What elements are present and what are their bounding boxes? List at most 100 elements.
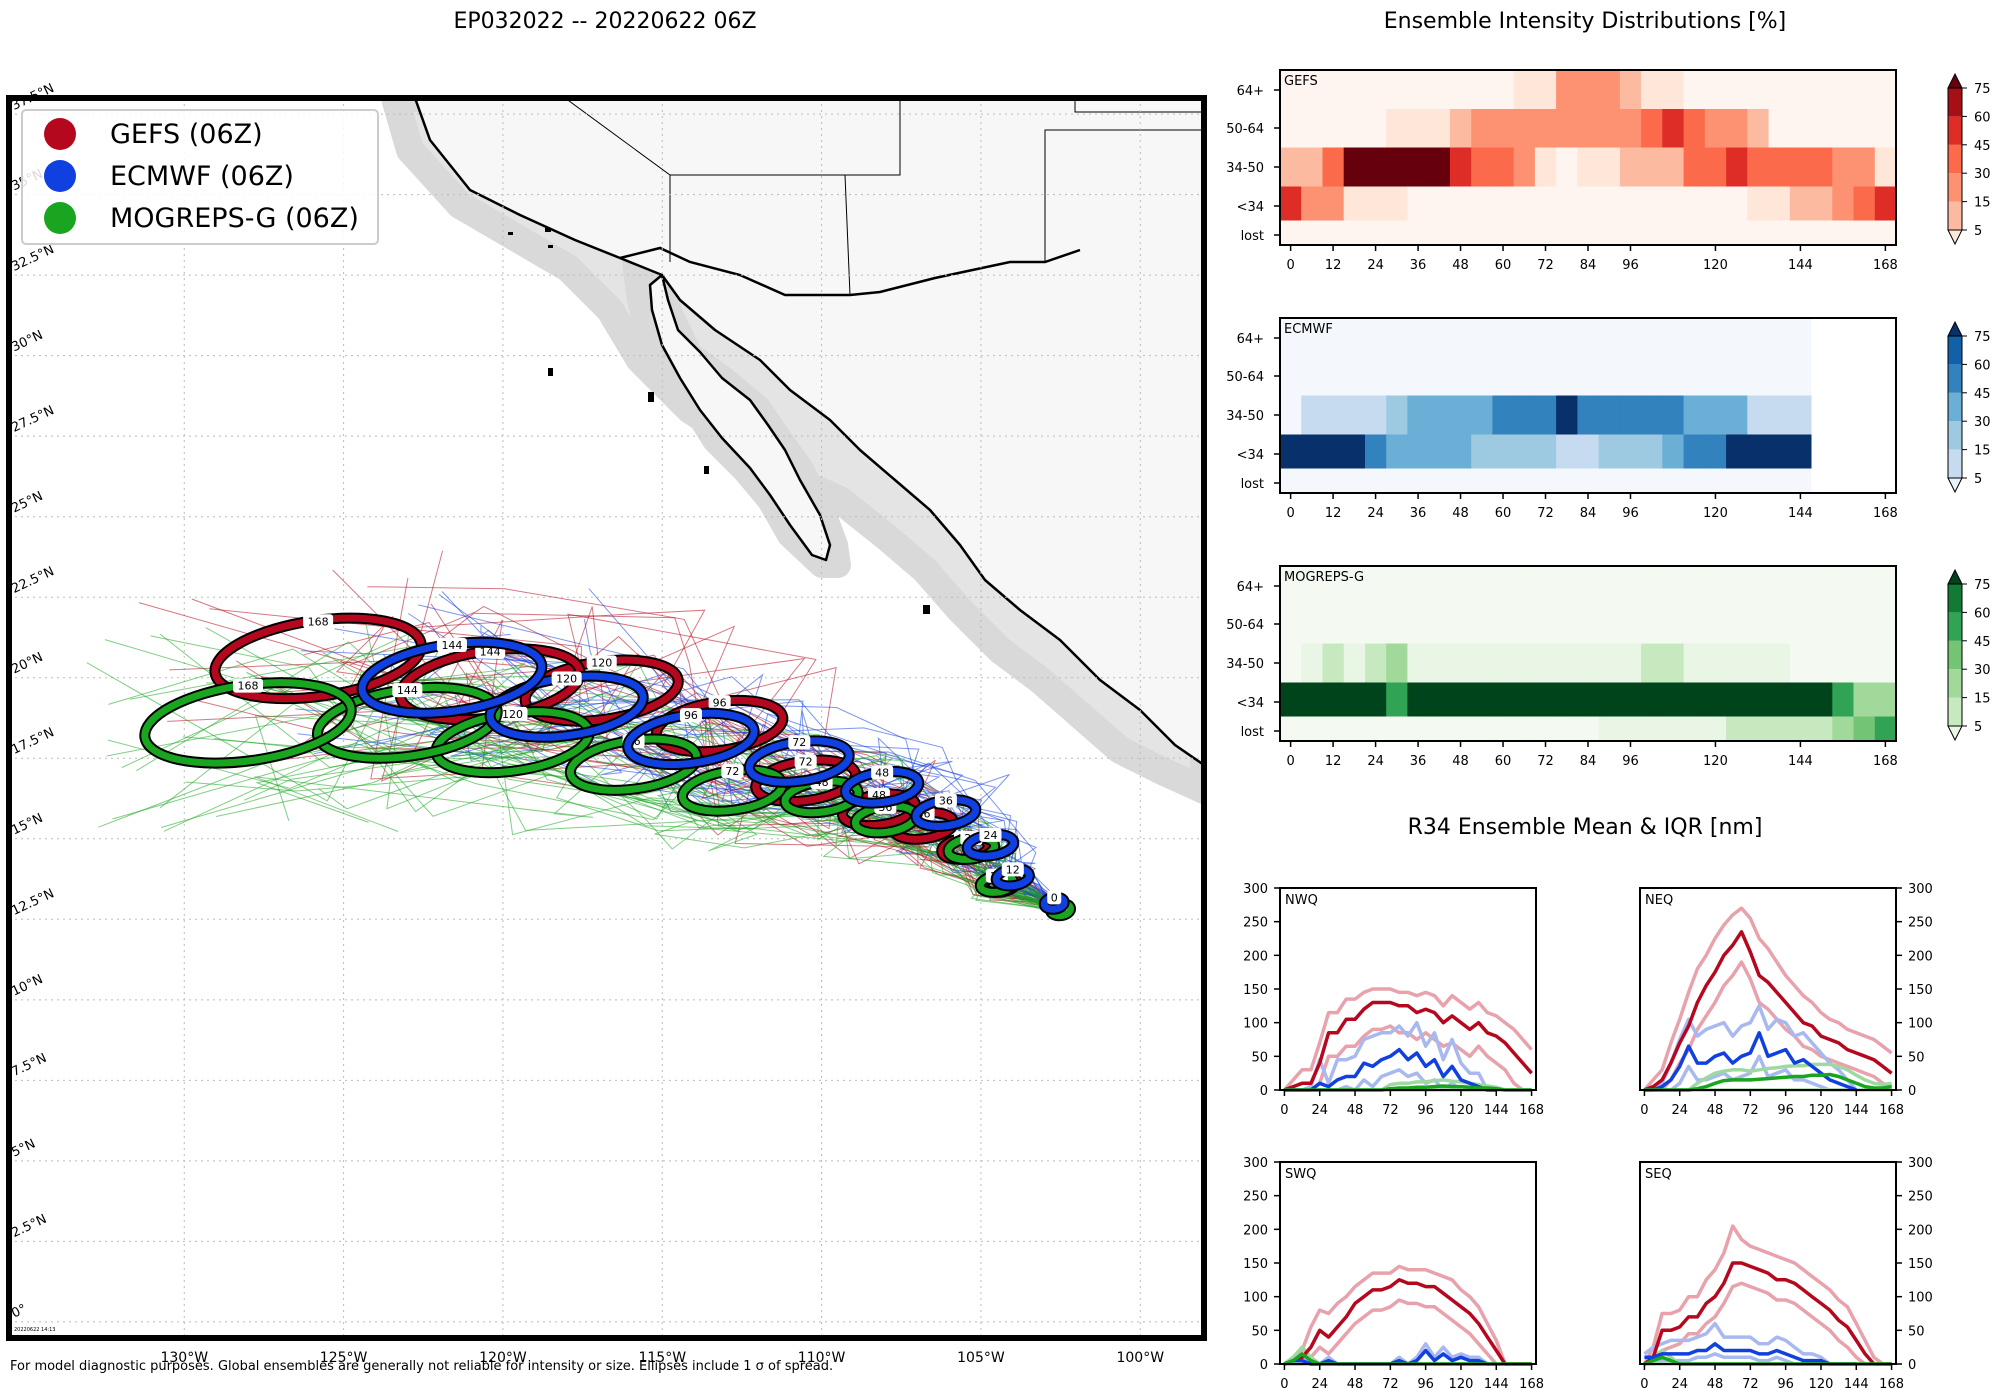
heatmap-cell	[1747, 186, 1769, 221]
heatmap-cell	[1449, 109, 1472, 148]
heatmap-cell	[1386, 147, 1408, 187]
heatmap-cell	[1322, 434, 1345, 469]
hour-label-bg	[679, 708, 702, 723]
heatmap-cell	[1556, 109, 1578, 148]
colorbar-tick-label: 30	[1974, 663, 1991, 678]
heatmap-cell	[1513, 147, 1536, 187]
ensemble-member-track	[121, 633, 1061, 914]
heatmap-x-tick-label: 96	[1622, 506, 1639, 521]
forecast-hour-label: 120	[502, 708, 523, 721]
heatmap-cell	[1598, 186, 1621, 221]
r34-y-tick-label: 300	[1908, 882, 1933, 897]
heatmap-x-tick-label: 24	[1367, 506, 1384, 521]
lon-tick-label: 105°W	[957, 1350, 1005, 1366]
heatmap-cell	[1641, 716, 1663, 741]
heatmap-cell	[1428, 109, 1451, 148]
r34-y-tick-label: 300	[1908, 1156, 1933, 1171]
r34-x-tick-label: 96	[1417, 1103, 1434, 1118]
heatmap-row-label: 34-50	[1226, 161, 1264, 176]
heatmap-cell	[1407, 434, 1430, 469]
heatmap-cell	[1322, 643, 1345, 683]
r34-panel-seq: SEQ 0 24 48 72 96 120 144 168 0 50 100 150 200 250 300	[1639, 1156, 1933, 1392]
heatmap-cell	[1874, 566, 1897, 605]
heatmap-cell	[1407, 468, 1430, 493]
heatmap-row-label: 50-64	[1226, 618, 1264, 633]
heatmap-cell	[1407, 318, 1430, 357]
r34-title: R34 Ensemble Mean & IQR [nm]	[1408, 815, 1763, 840]
heatmap-cell	[1428, 682, 1451, 717]
r34-x-tick-label: 24	[1671, 1377, 1688, 1392]
heatmap-row-label: 64+	[1237, 84, 1264, 99]
heatmap-cell	[1428, 70, 1451, 109]
colorbar-tick-label: 5	[1974, 224, 1982, 239]
r34-x-tick-label: 48	[1347, 1377, 1364, 1392]
heatmap-cell	[1704, 395, 1727, 435]
heatmap-cell	[1811, 682, 1833, 717]
heatmap-cell	[1301, 682, 1323, 717]
heatmap-cell	[1874, 682, 1897, 717]
heatmap-cell	[1662, 318, 1684, 357]
r34-y-tick-label: 300	[1243, 1156, 1268, 1171]
heatmap-cell	[1534, 70, 1557, 109]
heatmap-cell	[1832, 70, 1854, 109]
r34-y-tick-label: 150	[1243, 1257, 1268, 1272]
heatmap-cell	[1726, 147, 1748, 187]
heatmap-row-label: 50-64	[1226, 122, 1264, 137]
forecast-hour-label: 96	[713, 696, 727, 709]
heatmap-cell	[1641, 468, 1663, 493]
colorbar-tick-label: 15	[1974, 444, 1991, 459]
heatmap-cell	[1726, 318, 1748, 357]
heatmap-cell	[1768, 220, 1791, 245]
heatmap-cell	[1343, 220, 1366, 245]
heatmap-cell	[1386, 716, 1408, 741]
r34-x-tick-label: 24	[1311, 1377, 1328, 1392]
heatmap-cell	[1598, 682, 1621, 717]
heatmap-cell	[1428, 357, 1451, 396]
legend-label-gefs: GEFS (06Z)	[110, 119, 263, 150]
hour-label-bg	[721, 764, 744, 779]
heatmap-cell	[1683, 318, 1706, 357]
heatmap-cell	[1577, 70, 1600, 109]
r34-background	[1640, 1162, 1896, 1364]
heatmap-cell	[1301, 605, 1323, 644]
r34-x-tick-label: 96	[1777, 1103, 1794, 1118]
heatmap-cell	[1683, 643, 1706, 683]
heatmap-cell	[1726, 605, 1748, 644]
heatmap-cell	[1492, 605, 1515, 644]
heatmap-cell	[1534, 186, 1557, 221]
heatmap-cell	[1556, 186, 1578, 221]
heatmap-cell	[1365, 566, 1387, 605]
colorbar-tick-label: 15	[1974, 692, 1991, 707]
heatmap-cell	[1641, 605, 1663, 644]
heatmap-cell	[1789, 186, 1812, 221]
heatmap-cell	[1556, 147, 1578, 187]
heatmap-cell	[1280, 220, 1302, 245]
heatmap-cell	[1428, 220, 1451, 245]
heatmap-cell	[1280, 468, 1302, 493]
heatmap-cell	[1577, 186, 1600, 221]
r34-x-tick-label: 120	[1809, 1103, 1834, 1118]
intensity-title: Ensemble Intensity Distributions [%]	[1384, 9, 1787, 34]
island	[548, 245, 553, 248]
heatmap-cell	[1662, 147, 1684, 187]
heatmap-cell	[1365, 643, 1387, 683]
r34-iqr-gefs	[1643, 906, 1893, 1092]
heatmap-cell	[1577, 395, 1600, 435]
heatmap-cell	[1768, 605, 1791, 644]
heatmap-cell	[1322, 395, 1345, 435]
colorbar-frame	[1947, 87, 1963, 231]
heatmap-cell	[1577, 605, 1600, 644]
heatmap-x-tick-label: 48	[1452, 754, 1469, 769]
heatmap-cell	[1513, 357, 1536, 396]
colorbar-tick-label: 75	[1974, 82, 1991, 97]
heatmap-cell	[1386, 357, 1408, 396]
heatmap-cell	[1704, 643, 1727, 683]
heatmap-cell	[1747, 70, 1769, 109]
island	[548, 368, 553, 376]
heatmap-cell	[1386, 109, 1408, 148]
r34-mean-gefs	[1643, 1261, 1892, 1366]
heatmap-cell	[1407, 186, 1430, 221]
heatmap-cell	[1598, 318, 1621, 357]
heatmap-cell	[1619, 468, 1642, 493]
